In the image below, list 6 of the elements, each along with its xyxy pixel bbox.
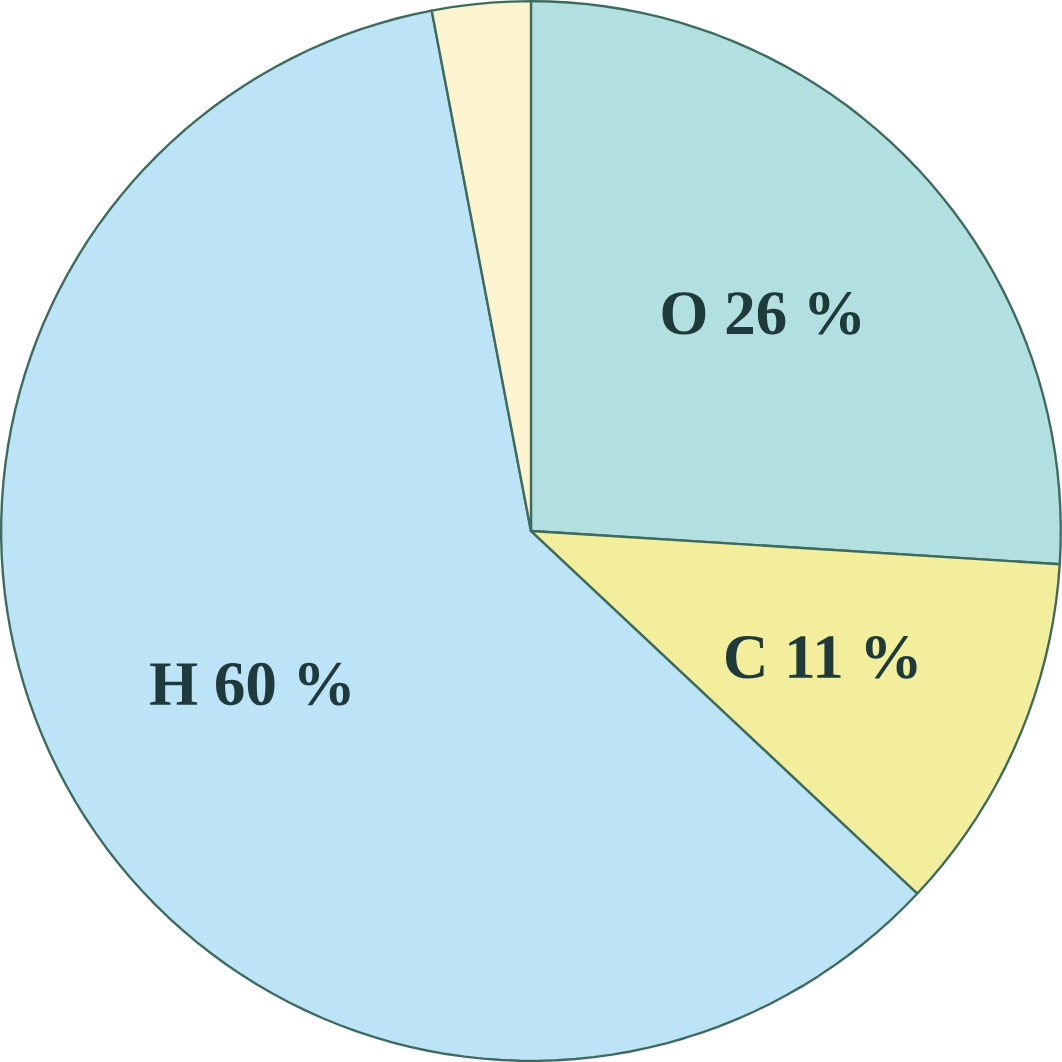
slice-label: H	[150, 663, 198, 705]
data-label: 26 %	[726, 292, 861, 335]
data-label: 11 %	[789, 635, 917, 679]
data-label: 60 %	[216, 662, 350, 706]
slice-label: C	[726, 636, 764, 679]
slice-label: O	[662, 292, 706, 335]
